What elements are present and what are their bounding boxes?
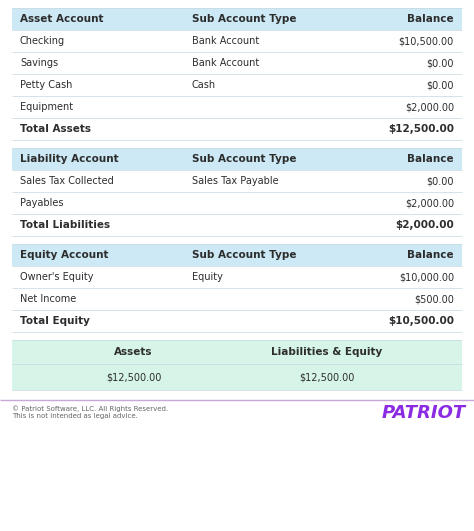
Text: Sales Tax Payable: Sales Tax Payable (192, 176, 279, 186)
Text: $12,500.00: $12,500.00 (106, 372, 161, 382)
Text: Petty Cash: Petty Cash (20, 80, 73, 90)
Text: Asset Account: Asset Account (20, 14, 103, 24)
Text: Equity: Equity (192, 272, 223, 282)
Text: © Patriot Software, LLC. All Rights Reserved.: © Patriot Software, LLC. All Rights Rese… (12, 405, 168, 412)
Text: Equipment: Equipment (20, 102, 73, 112)
Text: $12,500.00: $12,500.00 (388, 124, 454, 134)
Text: PATRIOT: PATRIOT (382, 404, 466, 422)
Text: Total Liabilities: Total Liabilities (20, 220, 110, 230)
Bar (12, 148, 462, 170)
Text: Savings: Savings (20, 58, 58, 68)
Text: Balance: Balance (407, 154, 454, 164)
Bar (12, 364, 462, 390)
Text: Sales Tax Collected: Sales Tax Collected (20, 176, 114, 186)
Text: Owner's Equity: Owner's Equity (20, 272, 93, 282)
Text: Assets: Assets (114, 347, 153, 357)
Bar (12, 340, 462, 364)
Text: $0.00: $0.00 (427, 80, 454, 90)
Text: $10,500.00: $10,500.00 (399, 36, 454, 46)
Text: Total Assets: Total Assets (20, 124, 91, 134)
Text: This is not intended as legal advice.: This is not intended as legal advice. (12, 413, 138, 419)
Text: Sub Account Type: Sub Account Type (192, 250, 297, 260)
Text: $12,500.00: $12,500.00 (299, 372, 355, 382)
Text: Total Equity: Total Equity (20, 316, 90, 326)
Text: $10,000.00: $10,000.00 (399, 272, 454, 282)
Text: Sub Account Type: Sub Account Type (192, 154, 297, 164)
Text: Cash: Cash (192, 80, 216, 90)
Text: Liabilities & Equity: Liabilities & Equity (272, 347, 383, 357)
Text: Liability Account: Liability Account (20, 154, 118, 164)
Text: Equity Account: Equity Account (20, 250, 109, 260)
Text: Bank Account: Bank Account (192, 58, 259, 68)
Text: Balance: Balance (407, 14, 454, 24)
Text: Bank Account: Bank Account (192, 36, 259, 46)
Text: Net Income: Net Income (20, 294, 76, 304)
Text: Balance: Balance (407, 250, 454, 260)
Bar (12, 8, 462, 30)
Text: Checking: Checking (20, 36, 65, 46)
Text: $2,000.00: $2,000.00 (405, 102, 454, 112)
Text: $2,000.00: $2,000.00 (395, 220, 454, 230)
Bar (12, 244, 462, 266)
Text: $500.00: $500.00 (414, 294, 454, 304)
Text: Payables: Payables (20, 198, 64, 208)
Text: $10,500.00: $10,500.00 (388, 316, 454, 326)
Text: $0.00: $0.00 (427, 58, 454, 68)
Text: Sub Account Type: Sub Account Type (192, 14, 297, 24)
Text: $0.00: $0.00 (427, 176, 454, 186)
Text: $2,000.00: $2,000.00 (405, 198, 454, 208)
